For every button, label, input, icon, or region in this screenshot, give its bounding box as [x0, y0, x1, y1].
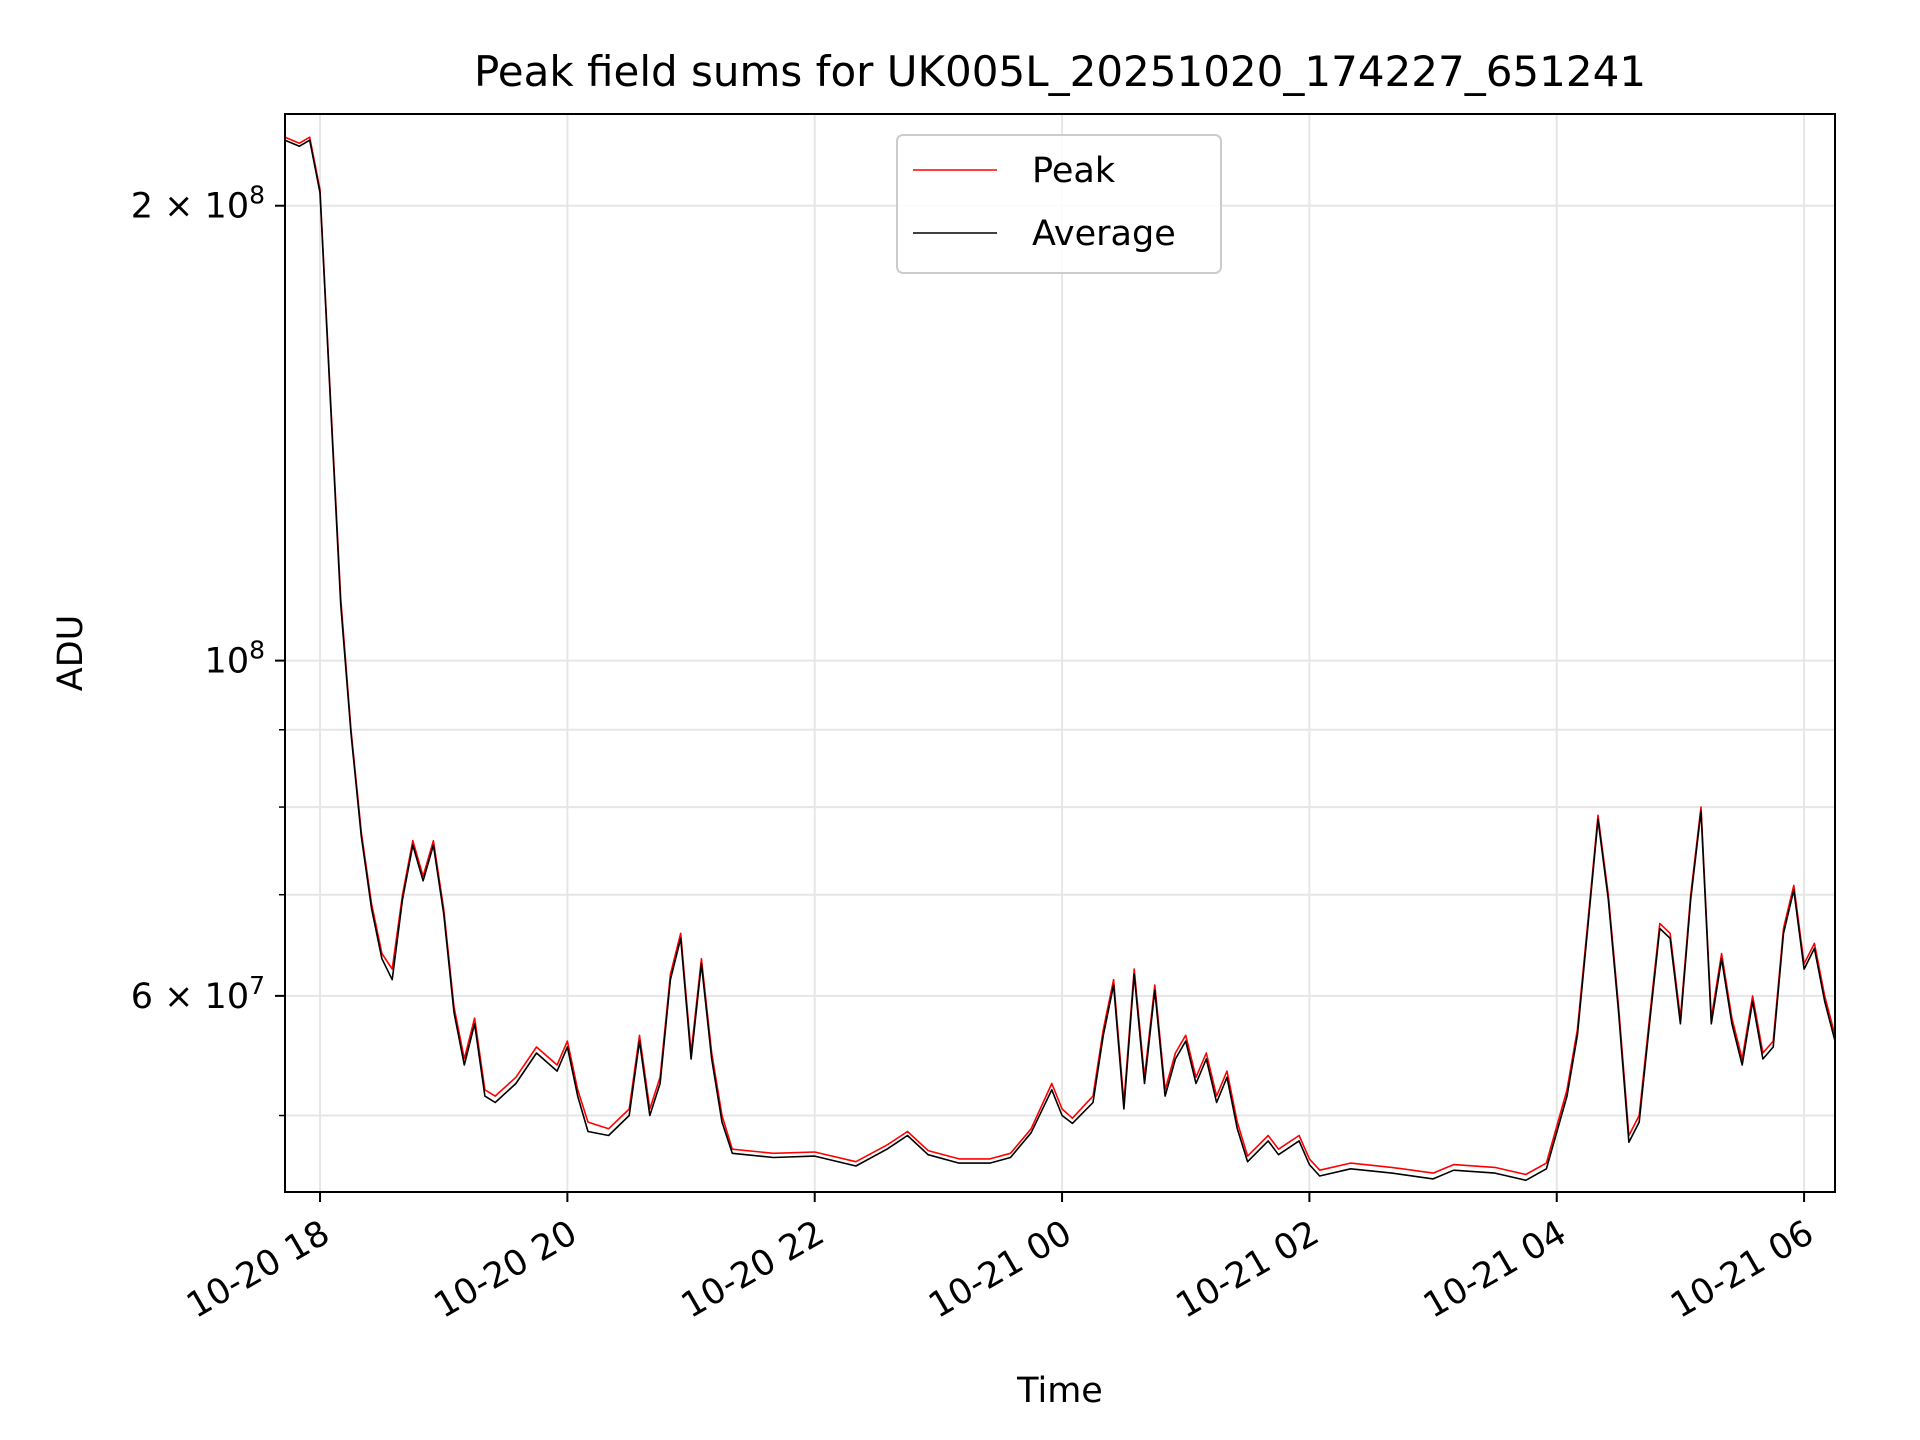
y-tick-base: 6 × 10 — [131, 977, 249, 1017]
y-tick-label: 6 × 107 — [131, 971, 265, 1017]
y-tick-exponent: 7 — [249, 971, 265, 1000]
chart-title: Peak field sums for UK005L_20251020_1742… — [474, 47, 1646, 96]
y-tick-label: 2 × 108 — [131, 181, 265, 227]
x-axis-label: Time — [1016, 1371, 1103, 1411]
legend-label-peak: Peak — [1032, 151, 1116, 191]
y-tick-exponent: 8 — [249, 181, 265, 210]
series-layer — [284, 136, 1836, 1182]
series-line-average — [284, 139, 1836, 1182]
y-tick-base: 10 — [205, 642, 250, 682]
y-axis-label: ADU — [51, 615, 91, 692]
y-tick-base: 2 × 10 — [131, 187, 249, 227]
y-tick-exponent: 8 — [249, 636, 265, 665]
legend-label-average: Average — [1032, 214, 1176, 254]
plot-frame — [284, 113, 1836, 1193]
y-tick-label: 108 — [205, 636, 265, 682]
grid-layer — [285, 114, 1835, 1192]
legend: Peak Average — [896, 134, 1222, 274]
